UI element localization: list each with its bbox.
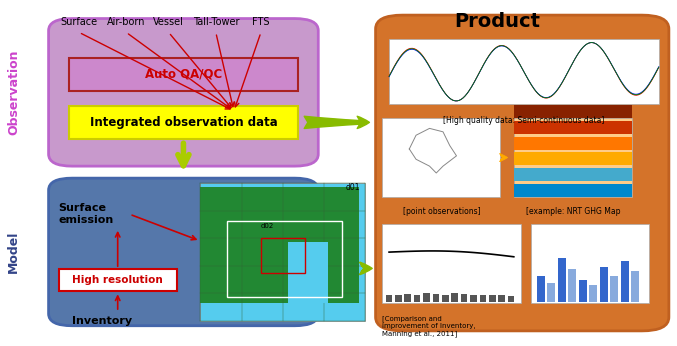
Text: Product: Product bbox=[454, 12, 540, 31]
Bar bbox=[471, 295, 477, 302]
Text: Auto QA/QC: Auto QA/QC bbox=[145, 68, 222, 81]
Bar bbox=[514, 105, 632, 118]
Bar bbox=[531, 225, 649, 303]
FancyBboxPatch shape bbox=[49, 19, 318, 166]
Bar bbox=[383, 118, 500, 197]
Bar bbox=[69, 106, 298, 139]
Bar bbox=[389, 39, 659, 104]
Text: [point observations]: [point observations] bbox=[403, 207, 480, 216]
Bar bbox=[423, 293, 430, 302]
FancyBboxPatch shape bbox=[49, 178, 318, 326]
Bar bbox=[386, 295, 392, 302]
Bar bbox=[514, 121, 632, 134]
Text: [Comparison and
improvement of Inventory,
Manning et al., 2011]: [Comparison and improvement of Inventory… bbox=[383, 316, 476, 337]
FancyBboxPatch shape bbox=[288, 242, 328, 303]
Text: Vessel: Vessel bbox=[153, 17, 184, 27]
Text: Integrated observation data: Integrated observation data bbox=[89, 116, 278, 129]
FancyBboxPatch shape bbox=[200, 187, 359, 303]
Bar bbox=[227, 221, 342, 297]
FancyBboxPatch shape bbox=[376, 15, 669, 331]
Bar bbox=[508, 296, 515, 302]
Bar bbox=[514, 184, 632, 197]
Bar bbox=[514, 118, 632, 197]
Text: Model: Model bbox=[7, 231, 20, 273]
Bar bbox=[404, 294, 411, 302]
Text: Surface
emission: Surface emission bbox=[59, 203, 114, 225]
Bar bbox=[621, 261, 629, 302]
Bar bbox=[538, 276, 546, 302]
Bar bbox=[498, 295, 505, 302]
Bar bbox=[59, 269, 177, 291]
Bar bbox=[452, 293, 458, 302]
Bar bbox=[610, 276, 618, 302]
Text: d02: d02 bbox=[261, 223, 274, 229]
Bar bbox=[600, 267, 608, 302]
Bar bbox=[514, 168, 632, 181]
Text: Air-born: Air-born bbox=[107, 17, 146, 27]
Bar bbox=[568, 268, 576, 302]
Text: d01: d01 bbox=[345, 183, 359, 192]
Bar bbox=[514, 152, 632, 165]
Bar bbox=[442, 295, 449, 302]
Text: Surface: Surface bbox=[60, 17, 97, 27]
Bar bbox=[414, 295, 420, 302]
Bar bbox=[548, 283, 555, 302]
Bar bbox=[261, 238, 305, 273]
Bar bbox=[200, 183, 366, 321]
Bar bbox=[514, 137, 632, 150]
Bar bbox=[589, 285, 597, 302]
Bar bbox=[433, 294, 439, 302]
Bar bbox=[461, 294, 467, 302]
Text: High resolution: High resolution bbox=[72, 275, 163, 285]
Text: FTS: FTS bbox=[253, 17, 269, 27]
Text: [High quality data: Semi-continuous data]: [High quality data: Semi-continuous data… bbox=[443, 116, 605, 125]
Bar bbox=[479, 295, 486, 302]
Text: Inventory: Inventory bbox=[72, 316, 132, 326]
Bar bbox=[580, 280, 587, 302]
Bar bbox=[395, 295, 401, 302]
Bar bbox=[559, 257, 566, 302]
Bar bbox=[631, 271, 639, 302]
Text: [example: NRT GHG Map: [example: NRT GHG Map bbox=[525, 207, 620, 216]
Bar bbox=[69, 58, 298, 91]
Bar bbox=[489, 295, 496, 302]
Text: Observation: Observation bbox=[7, 49, 20, 135]
Text: Tall-Tower: Tall-Tower bbox=[192, 17, 239, 27]
Bar bbox=[383, 225, 521, 303]
